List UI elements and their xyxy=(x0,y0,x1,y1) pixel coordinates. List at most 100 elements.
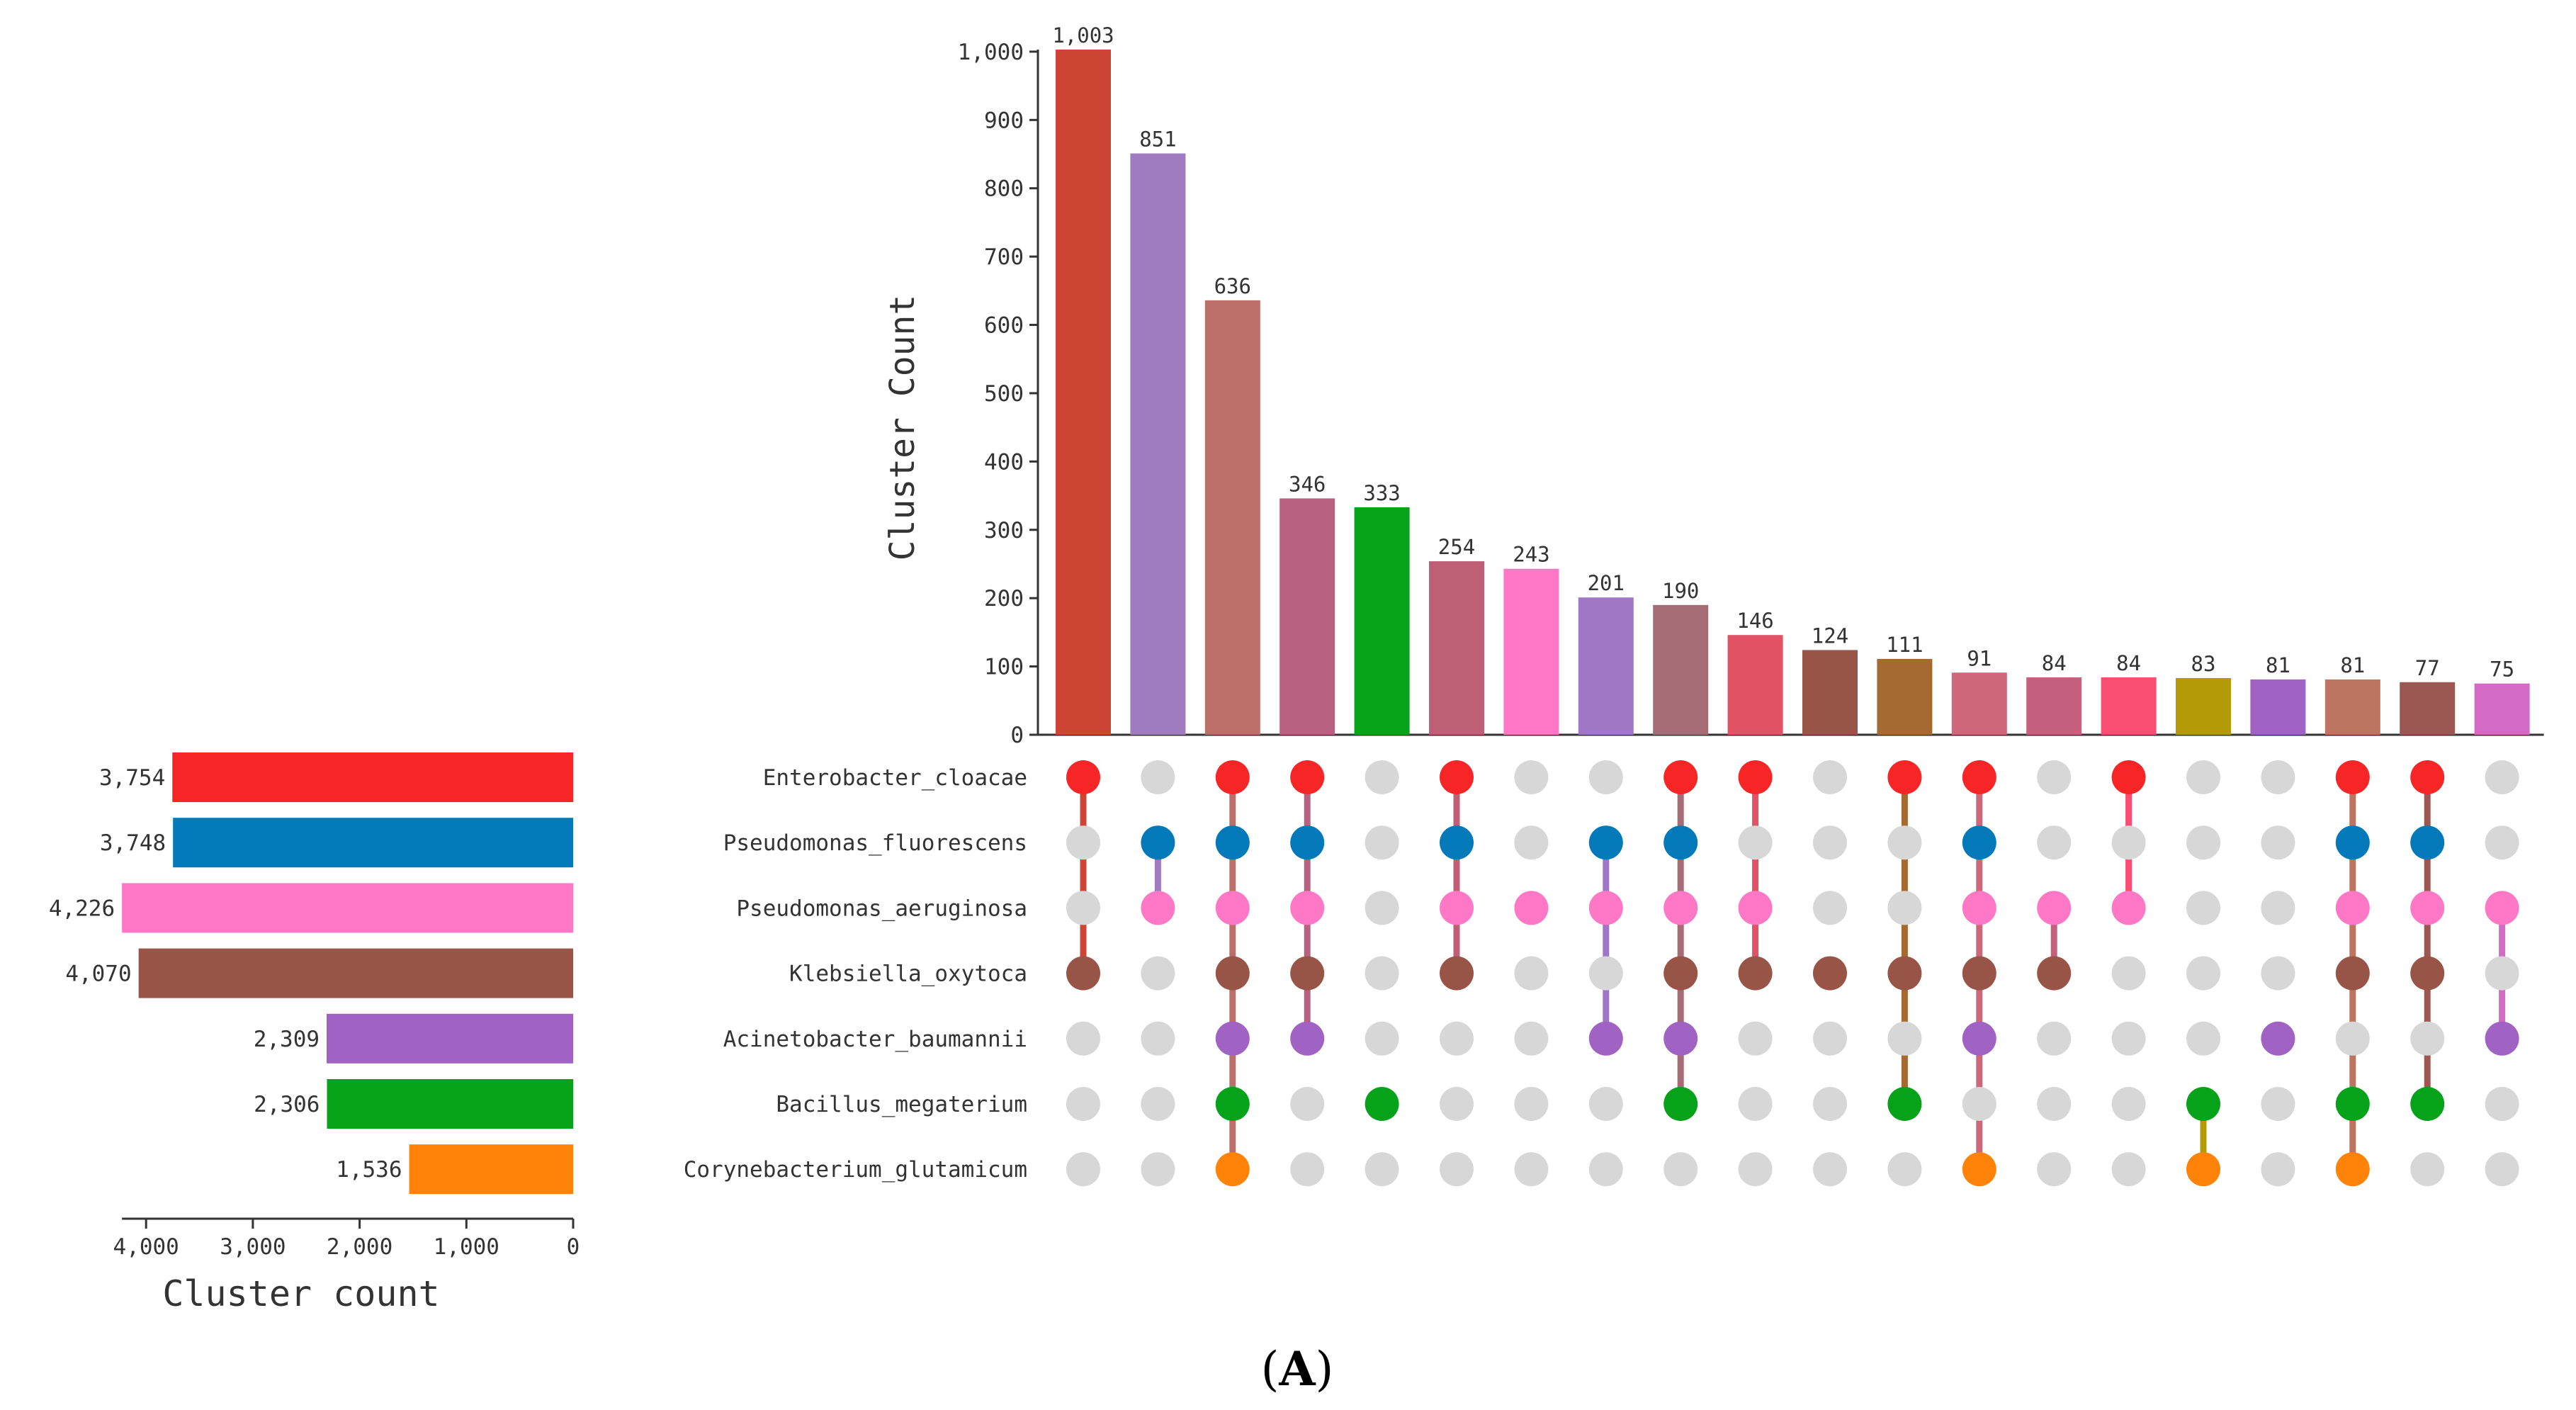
membership-dot-inactive xyxy=(1141,956,1175,991)
set-axis-tick-label: 3,000 xyxy=(220,1234,286,1260)
bar-value-label: 243 xyxy=(1513,543,1549,567)
membership-dot-inactive xyxy=(2261,825,2295,860)
membership-dot-active xyxy=(1663,825,1698,860)
membership-dot-inactive xyxy=(1514,1152,1549,1187)
membership-dot-inactive xyxy=(1440,1087,1474,1121)
intersection-bar xyxy=(2324,679,2380,735)
set-size-bar xyxy=(327,1079,573,1129)
membership-dot-inactive xyxy=(2485,825,2519,860)
membership-dot-inactive xyxy=(2335,1021,2370,1056)
bar-value-label: 333 xyxy=(1363,481,1400,505)
y-tick-label: 800 xyxy=(984,176,1024,202)
set-name-label: Enterobacter_cloacae xyxy=(763,765,1027,791)
membership-dot-active xyxy=(1215,891,1250,925)
bar-value-label: 124 xyxy=(1812,624,1848,648)
membership-dot-active xyxy=(1588,825,1623,860)
membership-dot-inactive xyxy=(2261,1152,2295,1187)
bar-value-label: 91 xyxy=(1967,646,1992,670)
membership-dot-active xyxy=(2410,760,2445,794)
membership-dot-active xyxy=(1215,1021,1250,1056)
set-size-label: 4,226 xyxy=(49,896,115,921)
membership-dot-active xyxy=(2037,956,2072,991)
membership-dot-active xyxy=(1887,956,1922,991)
y-tick-label: 0 xyxy=(1010,723,1024,748)
bar-value-label: 254 xyxy=(1438,535,1475,559)
membership-dot-active xyxy=(1588,891,1623,925)
membership-dot-active xyxy=(1663,956,1698,991)
membership-dot-inactive xyxy=(2111,1152,2146,1187)
intersection-bar xyxy=(1204,300,1260,735)
membership-dot-inactive xyxy=(1813,891,1847,925)
membership-dot-inactive xyxy=(1813,1087,1847,1121)
membership-dot-inactive xyxy=(2037,825,2072,860)
membership-dot-active xyxy=(1738,956,1773,991)
set-name-label: Bacillus_megaterium xyxy=(776,1092,1027,1117)
membership-dot-inactive xyxy=(2186,760,2220,794)
membership-dot-active xyxy=(1141,891,1175,925)
membership-dot-active xyxy=(1588,1021,1623,1056)
membership-dot-inactive xyxy=(1365,825,1399,860)
set-axis-title: Cluster count xyxy=(162,1273,439,1314)
y-tick-label: 700 xyxy=(984,244,1024,270)
membership-dot-active xyxy=(2335,760,2370,794)
intersection-bar xyxy=(2101,677,2157,735)
membership-dot-active xyxy=(1440,825,1474,860)
membership-dot-active xyxy=(1962,1021,1996,1056)
intersection-bar xyxy=(1130,153,1186,735)
intersection-bar xyxy=(1653,604,1709,735)
membership-dot-active xyxy=(1738,891,1773,925)
membership-dot-inactive xyxy=(1141,1021,1175,1056)
membership-dot-inactive xyxy=(1514,760,1549,794)
set-size-bar xyxy=(173,818,574,868)
membership-dot-inactive xyxy=(1588,760,1623,794)
membership-dot-active xyxy=(1440,956,1474,991)
membership-dot-inactive xyxy=(1066,891,1100,925)
set-size-bars: 3,754 3,748 4,226 4,070 2,309 2,306 1,536 xyxy=(49,752,574,1195)
membership-dot-inactive xyxy=(1887,825,1922,860)
y-tick-label: 300 xyxy=(984,518,1024,543)
set-size-label: 2,306 xyxy=(254,1092,320,1117)
membership-dot-inactive xyxy=(1887,1152,1922,1187)
panel-label-open: ( xyxy=(1261,1342,1279,1397)
panel-label: (A) xyxy=(1261,1341,1334,1397)
intersection-bar xyxy=(1951,672,2007,735)
membership-dot-active xyxy=(1440,760,1474,794)
membership-dot-inactive xyxy=(1514,956,1549,991)
y-tick-label: 900 xyxy=(984,108,1024,133)
bar-value-label: 851 xyxy=(1139,128,1176,152)
membership-dot-inactive xyxy=(1365,891,1399,925)
membership-dot-inactive xyxy=(1066,825,1100,860)
membership-dot-inactive xyxy=(1813,1152,1847,1187)
set-name-label: Pseudomonas_fluorescens xyxy=(723,830,1027,856)
membership-dot-active xyxy=(1962,825,1996,860)
membership-dot-inactive xyxy=(1365,1152,1399,1187)
intersection-bar xyxy=(1727,635,1783,735)
set-size-bar xyxy=(172,752,573,802)
membership-dot-inactive xyxy=(2261,891,2295,925)
membership-dot-inactive xyxy=(1588,1152,1623,1187)
membership-dot-active xyxy=(1440,891,1474,925)
bar-value-label: 84 xyxy=(2116,651,2141,675)
membership-dot-inactive xyxy=(1141,1152,1175,1187)
membership-matrix xyxy=(1066,760,2519,1187)
membership-dot-active xyxy=(2335,825,2370,860)
membership-dot-active xyxy=(1215,760,1250,794)
membership-dot-active xyxy=(2335,1152,2370,1187)
membership-dot-active xyxy=(2485,1021,2519,1056)
membership-dot-inactive xyxy=(2037,1152,2072,1187)
membership-dot-inactive xyxy=(1440,1152,1474,1187)
membership-dot-inactive xyxy=(1813,1021,1847,1056)
membership-dot-inactive xyxy=(2186,956,2220,991)
membership-dot-active xyxy=(2111,760,2146,794)
intersection-bar xyxy=(1354,507,1410,735)
membership-dot-inactive xyxy=(2111,1087,2146,1121)
membership-dot-inactive xyxy=(2186,1021,2220,1056)
membership-dot-active xyxy=(1215,956,1250,991)
y-axis-title: Cluster Count xyxy=(883,295,922,561)
membership-dot-inactive xyxy=(1440,1021,1474,1056)
bar-value-label: 190 xyxy=(1662,579,1699,603)
membership-dot-inactive xyxy=(2111,1021,2146,1056)
bar-value-label: 146 xyxy=(1736,609,1773,633)
bar-value-label: 84 xyxy=(2042,651,2067,675)
membership-dot-inactive xyxy=(1588,1087,1623,1121)
